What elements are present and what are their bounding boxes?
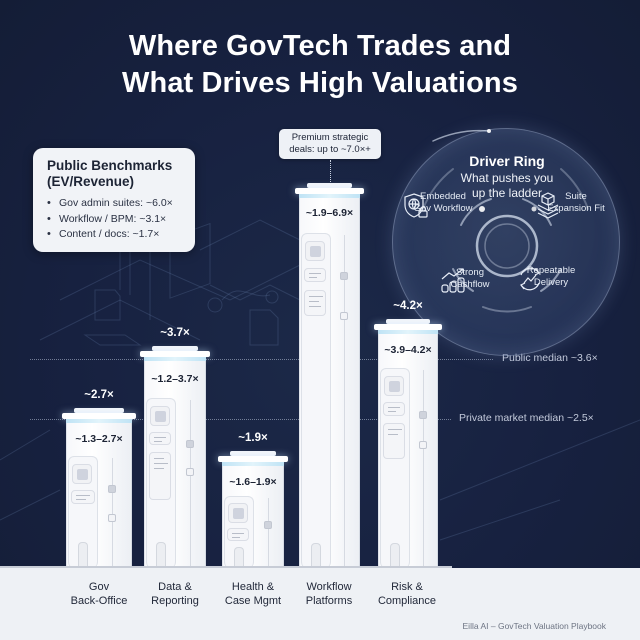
category-label-gov-back-office: Gov Back-Office [54, 580, 144, 608]
pillar-gov-back-office: ~1.3–2.7× [62, 408, 136, 568]
benchmarks-list: Gov admin suites: ~6.0× Workflow / BPM: … [47, 196, 185, 243]
category-line-1: Risk & [391, 581, 423, 593]
driver-repeatable-delivery: Repeatable Delivery [515, 265, 587, 291]
category-label-risk-compliance: Risk & Compliance [362, 580, 452, 608]
ring-arcs [422, 129, 589, 313]
public-median-label: Public median ~3.6× [502, 352, 598, 364]
category-line-1: Data & [158, 581, 192, 593]
category-line-1: Health & [231, 581, 275, 593]
title-line-1: Where GovTech Trades and [128, 30, 512, 62]
driver-label-line-2: Cashflow [450, 278, 490, 290]
benchmarks-title-line-2: (EV/Revenue) [47, 174, 135, 189]
driver-label-line-1: Embedded [420, 191, 466, 202]
shield-globe-lock-icon [404, 193, 428, 218]
driver-label-line-2: Delivery [533, 276, 569, 288]
category-line-1: Workflow [306, 581, 352, 593]
driver-label-line-2: Gov Workflow [413, 202, 473, 214]
category-line-2: Case Mgmt [224, 595, 282, 607]
driver-strong-cashflow: Strong Cashflow [439, 267, 501, 293]
driver-ring-subtitle-line-2: up the ladder [471, 186, 543, 200]
driver-label-line-2: Expansion Fit [547, 202, 605, 214]
pillar-range-label: ~1.9–6.9× [305, 207, 354, 219]
benchmark-item: Content / docs: ~1.7× [47, 227, 185, 243]
driver-ring-subtitle: What pushes you up the ladder [393, 171, 621, 201]
floor-edge [0, 566, 452, 569]
private-median-line [30, 419, 451, 420]
pillar-risk-compliance: ~3.9–4.2× [374, 319, 442, 568]
callout-line-2: deals: up to ~7.0×+ [289, 144, 371, 155]
pillar-range-label: ~3.9–4.2× [384, 344, 432, 356]
page-title: Where GovTech Trades and What Drives Hig… [0, 28, 640, 102]
benchmark-item: Workflow / BPM: ~3.1× [47, 212, 185, 228]
pillar-range-label: ~1.2–3.7× [151, 373, 199, 385]
cycle-arrows-icon [520, 267, 540, 291]
premium-deals-callout: Premium strategic deals: up to ~7.0×+ [279, 129, 381, 159]
driver-label-line-1: Suite [565, 191, 587, 202]
driver-label-line-1: Strong [456, 267, 484, 278]
footer-credit: Eilla AI – GovTech Valuation Playbook [462, 621, 606, 631]
pillar-top-value: ~4.2× [393, 300, 423, 312]
stacked-layers-icon [537, 192, 559, 219]
pillar-workflow-platforms: ~1.9–6.9× [295, 183, 364, 568]
callout-connector [330, 160, 331, 182]
category-line-1: Gov [88, 581, 110, 593]
category-label-data-reporting: Data & Reporting [130, 580, 220, 608]
category-line-2: Back-Office [70, 595, 128, 607]
private-median-label: Private market median ~2.5× [459, 412, 594, 424]
pillar-range-label: ~1.6–1.9× [229, 476, 277, 488]
coins-growth-icon [441, 268, 465, 293]
title-line-2: What Drives High Valuations [122, 67, 518, 99]
pillar-top-value: ~1.9× [238, 432, 268, 444]
driver-ring-subtitle-line-1: What pushes you [460, 171, 554, 185]
driver-label-line-1: Repeatable [526, 265, 576, 276]
category-line-2: Platforms [305, 595, 353, 607]
driver-ring: Driver Ring What pushes you up the ladde… [392, 128, 620, 356]
category-line-2: Reporting [151, 595, 199, 607]
public-median-line [30, 359, 493, 360]
pillar-data-reporting: ~1.2–3.7× [140, 346, 210, 568]
driver-ring-title: Driver Ring [469, 153, 545, 169]
driver-embedded-gov-workflow: Embedded Gov Workflow [401, 191, 485, 218]
pillar-health-case-mgmt: ~1.6–1.9× [218, 451, 288, 568]
driver-suite-expansion-fit: Suite Expansion Fit [533, 191, 619, 219]
pillar-top-value: ~3.7× [160, 327, 190, 339]
category-label-workflow-platforms: Workflow Platforms [284, 580, 374, 608]
pillar-top-value: ~2.7× [84, 389, 114, 401]
pillar-range-label: ~1.3–2.7× [75, 433, 123, 445]
benchmarks-title-line-1: Public Benchmarks [47, 158, 173, 173]
category-line-2: Compliance [377, 595, 437, 607]
benchmarks-title: Public Benchmarks (EV/Revenue) [47, 158, 185, 190]
public-benchmarks-card: Public Benchmarks (EV/Revenue) Gov admin… [33, 148, 195, 252]
category-axis-band [0, 568, 640, 640]
benchmark-item: Gov admin suites: ~6.0× [47, 196, 185, 212]
category-label-health-case-mgmt: Health & Case Mgmt [208, 580, 298, 608]
callout-line-1: Premium strategic [291, 132, 369, 143]
